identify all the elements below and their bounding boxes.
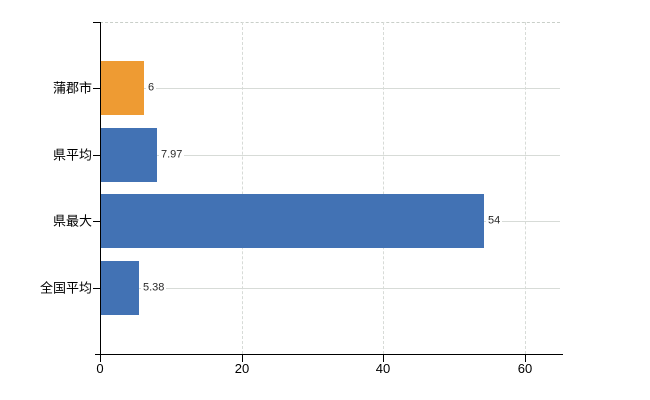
x-tick-label: 20 — [234, 361, 250, 376]
x-tick-label: 40 — [375, 361, 391, 376]
h-gridline — [100, 88, 560, 89]
bar — [101, 128, 157, 182]
y-axis-tick — [93, 221, 100, 222]
y-axis-tick — [93, 288, 100, 289]
category-label: 全国平均 — [39, 280, 92, 296]
h-gridline — [100, 288, 560, 289]
x-tick-label: 60 — [517, 361, 533, 376]
bar-value-label: 54 — [486, 214, 503, 228]
x-axis-tick — [100, 354, 101, 362]
plot-area — [100, 22, 560, 354]
bar-value-label: 6 — [146, 81, 157, 95]
x-axis-tick — [242, 354, 243, 362]
y-axis-top-tick — [93, 22, 100, 23]
bar — [101, 261, 139, 315]
x-tick-label: 0 — [96, 361, 104, 376]
y-axis-tick — [93, 155, 100, 156]
x-axis-tick — [525, 354, 526, 362]
bar — [101, 194, 484, 248]
y-axis — [100, 22, 101, 355]
v-gridline — [383, 22, 384, 354]
x-axis-tick — [383, 354, 384, 362]
category-label: 蒲郡市 — [52, 80, 92, 96]
category-label: 県最大 — [52, 213, 92, 229]
x-axis — [95, 354, 563, 355]
bar-value-label: 7.97 — [159, 148, 185, 162]
bar — [101, 61, 144, 115]
h-gridline — [100, 155, 560, 156]
bar-value-label: 5.38 — [141, 281, 167, 295]
category-label: 県平均 — [52, 147, 92, 163]
y-axis-tick — [93, 88, 100, 89]
v-gridline — [525, 22, 526, 354]
v-gridline — [242, 22, 243, 354]
